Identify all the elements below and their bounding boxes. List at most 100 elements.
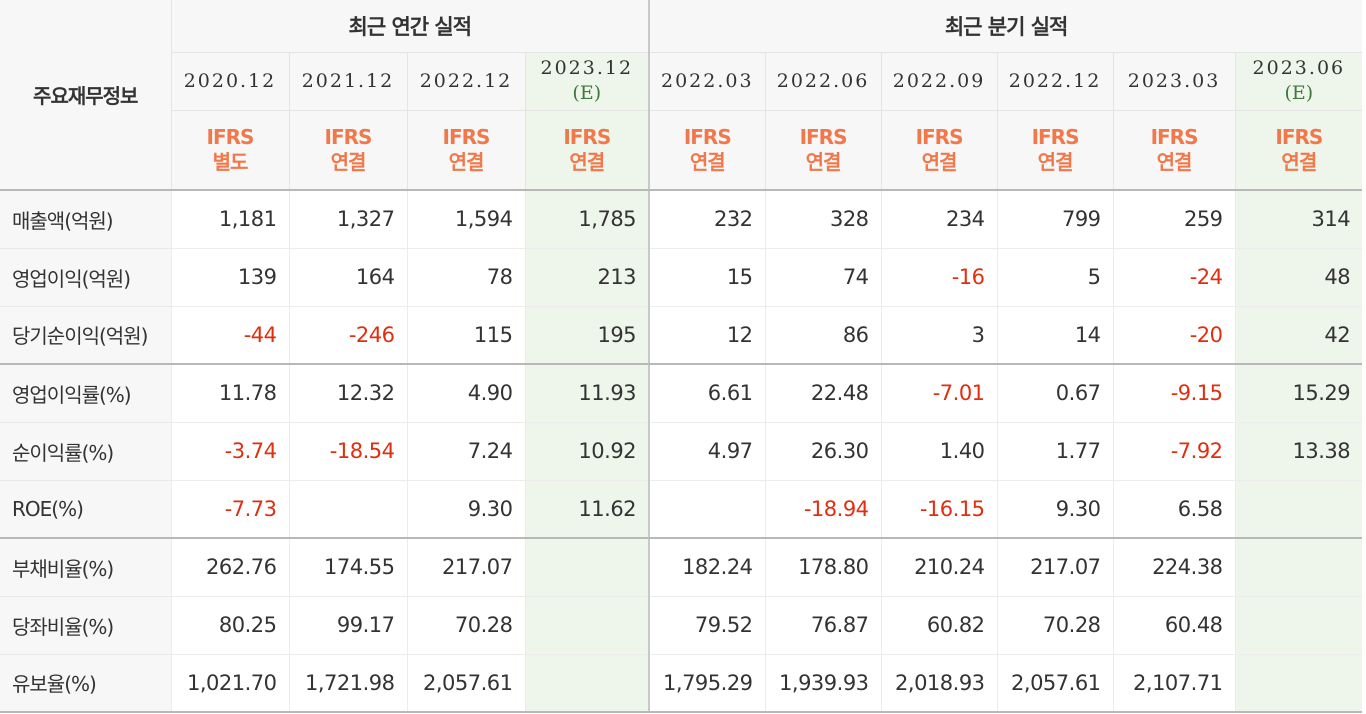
value-cell: 0.67 [996,364,1114,423]
table-row: 순이익률(%) -3.74 -18.54 7.24 10.92 4.97 26.30 1.40… [0,422,1363,481]
value-cell: 1,594 [406,190,525,249]
annual-performance-header: 최근 연간 실적 [170,0,650,53]
value-cell [1234,480,1363,539]
value-cell: 262.76 [170,538,289,597]
value-cell: 1,721.98 [288,654,407,713]
row-label: 당기순이익(억원) [0,306,171,365]
value-cell: -18.94 [764,480,882,539]
value-cell: 3 [880,306,998,365]
value-cell: -7.92 [1112,422,1236,481]
period-date: 2021.12 [301,69,395,92]
accounting-standard-header: IFRS 연결 [996,110,1114,191]
value-cell [1234,538,1363,597]
ifrs-label: IFRS [1150,124,1199,149]
value-cell: 195 [524,306,650,365]
value-cell: 1,939.93 [764,654,882,713]
ifrs-label: IFRS [1031,124,1080,149]
value-cell: 1,785 [524,190,650,249]
value-cell: 210.24 [880,538,998,597]
value-cell: 314 [1234,190,1363,249]
value-cell: 2,018.93 [880,654,998,713]
corner-label: 주요재무정보 [0,0,171,191]
value-cell: 178.80 [764,538,882,597]
table-row: 당기순이익(억원) -44 -246 115 195 12 86 3 14 -20 42 [0,306,1363,365]
value-cell: 6.58 [1112,480,1236,539]
value-cell: 164 [288,248,407,307]
ifrs-label: IFRS [563,124,611,149]
consolidation-label: 연결 [689,149,726,174]
consolidation-label: 연결 [921,149,958,174]
value-cell: 1,795.29 [648,654,766,713]
value-cell: 12.32 [288,364,407,423]
consolidation-label: 별도 [212,149,249,174]
accounting-standard-header: IFRS 연결 [648,110,766,191]
value-cell: 74 [764,248,882,307]
row-label: 매출액(억원) [0,190,171,249]
value-cell: 10.92 [524,422,650,481]
value-cell: 13.38 [1234,422,1363,481]
value-cell: -246 [288,306,407,365]
ifrs-label: IFRS [1275,124,1323,149]
value-cell: 2,107.71 [1112,654,1236,713]
period-date: 2023.03 [1127,69,1221,92]
value-cell: 15 [648,248,766,307]
value-cell: 26.30 [764,422,882,481]
value-cell: 4.90 [406,364,525,423]
row-label: 부채비율(%) [0,538,171,597]
period-date-header: 2022.03 [648,52,766,111]
period-date: 2022.12 [419,69,513,92]
table-row: 유보율(%) 1,021.70 1,721.98 2,057.61 1,795.29 1,… [0,654,1363,713]
period-date-header: 2023.12 (E) [524,52,650,111]
estimate-marker: (E) [1284,82,1314,104]
accounting-standard-header: IFRS 연결 [764,110,882,191]
consolidation-label: 연결 [569,149,605,174]
value-cell: 1,181 [170,190,289,249]
value-cell: 328 [764,190,882,249]
row-label: 유보율(%) [0,654,171,713]
ifrs-label: IFRS [324,124,373,149]
row-label: ROE(%) [0,480,171,539]
consolidation-label: 연결 [1037,149,1074,174]
value-cell: 1,327 [288,190,407,249]
value-cell: -7.01 [880,364,998,423]
value-cell: 60.48 [1112,596,1236,655]
period-date-header: 2022.06 [764,52,882,111]
row-label: 순이익률(%) [0,422,171,481]
value-cell [648,480,766,539]
period-date-header: 2021.12 [288,52,407,111]
value-cell: -16.15 [880,480,998,539]
period-date: 2023.06 [1252,57,1346,79]
table-row: 당좌비율(%) 80.25 99.17 70.28 79.52 76.87 60.82 70.… [0,596,1363,655]
value-cell: -16 [880,248,998,307]
value-cell: -24 [1112,248,1236,307]
period-date: 2020.12 [183,69,277,92]
period-date: 2022.09 [892,69,986,92]
value-cell: 115 [406,306,525,365]
value-cell: 174.55 [288,538,407,597]
value-cell: 70.28 [406,596,525,655]
table-row: 매출액(억원) 1,181 1,327 1,594 1,785 232 328 234 799 2… [0,190,1363,249]
period-date-header: 2022.09 [880,52,998,111]
accounting-standard-header: IFRS 별도 [170,110,289,191]
consolidation-label: 연결 [805,149,842,174]
value-cell: 5 [996,248,1114,307]
value-cell: 799 [996,190,1114,249]
value-cell: 60.82 [880,596,998,655]
value-cell: 2,057.61 [406,654,525,713]
row-label: 영업이익률(%) [0,364,171,423]
value-cell: 6.61 [648,364,766,423]
value-cell [524,538,650,597]
value-cell: -9.15 [1112,364,1236,423]
value-cell [524,596,650,655]
value-cell [1234,654,1363,713]
ifrs-label: IFRS [683,124,732,149]
value-cell [288,480,407,539]
period-date-header: 2023.03 [1112,52,1236,111]
value-cell: 78 [406,248,525,307]
value-cell: -7.73 [170,480,289,539]
value-cell: 79.52 [648,596,766,655]
table-row: 영업이익률(%) 11.78 12.32 4.90 11.93 6.61 22.48 -7.0… [0,364,1363,423]
value-cell: 80.25 [170,596,289,655]
period-date: 2022.12 [1008,69,1102,92]
